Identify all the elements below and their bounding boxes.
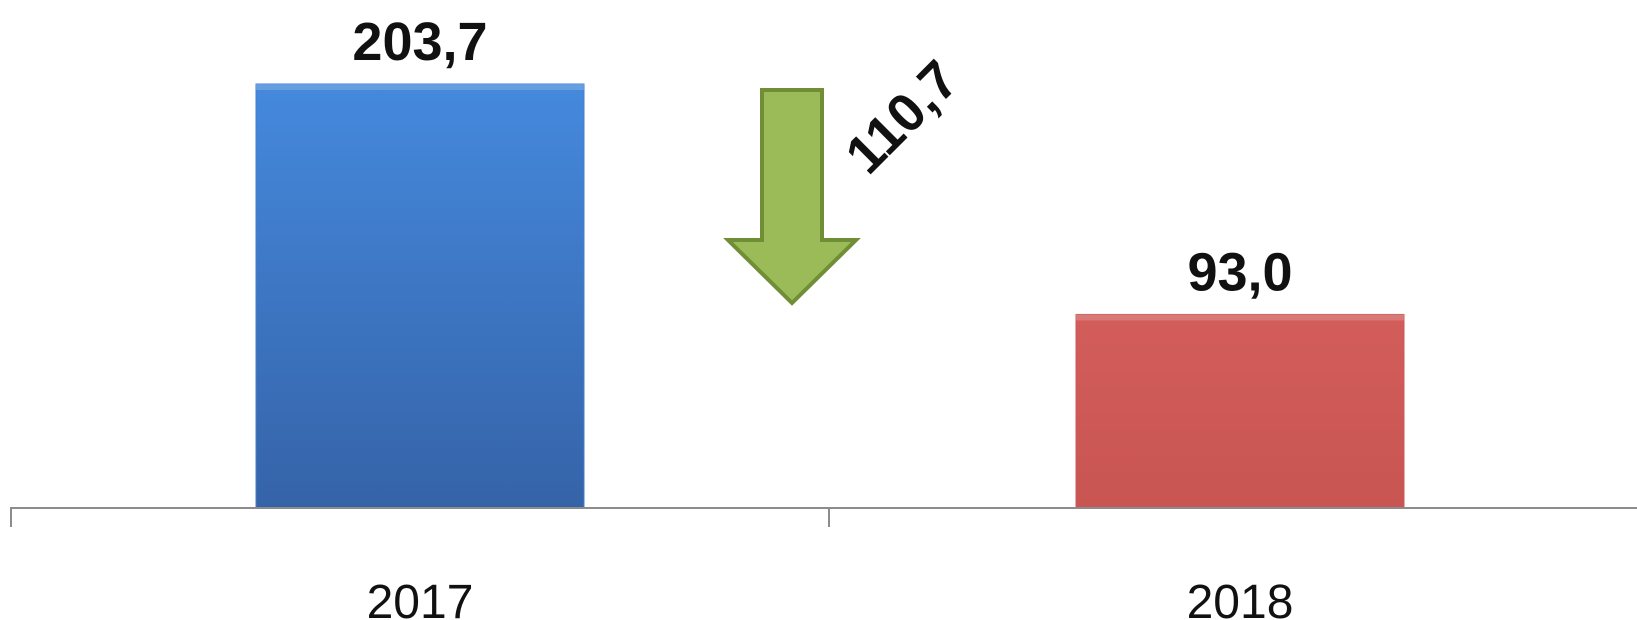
bar-highlight-2018	[1076, 314, 1404, 321]
value-labels-layer: 203,7 93,0	[352, 12, 1292, 302]
x-tick-labels: 2017 2018	[367, 576, 1294, 620]
x-tick-label-2018: 2018	[1187, 576, 1294, 620]
bar-highlight-2017	[256, 84, 584, 90]
change-indicator: 110,7	[723, 49, 970, 306]
value-label-2017: 203,7	[352, 12, 487, 72]
down-arrow-icon	[723, 88, 861, 306]
bars-layer	[255, 83, 1405, 509]
bar-2018	[1075, 313, 1405, 509]
bar-2017	[255, 83, 585, 509]
value-label-2018: 93,0	[1187, 242, 1292, 302]
x-axis	[10, 507, 1637, 527]
x-tick-label-2017: 2017	[367, 576, 474, 620]
change-value-label: 110,7	[834, 49, 970, 185]
